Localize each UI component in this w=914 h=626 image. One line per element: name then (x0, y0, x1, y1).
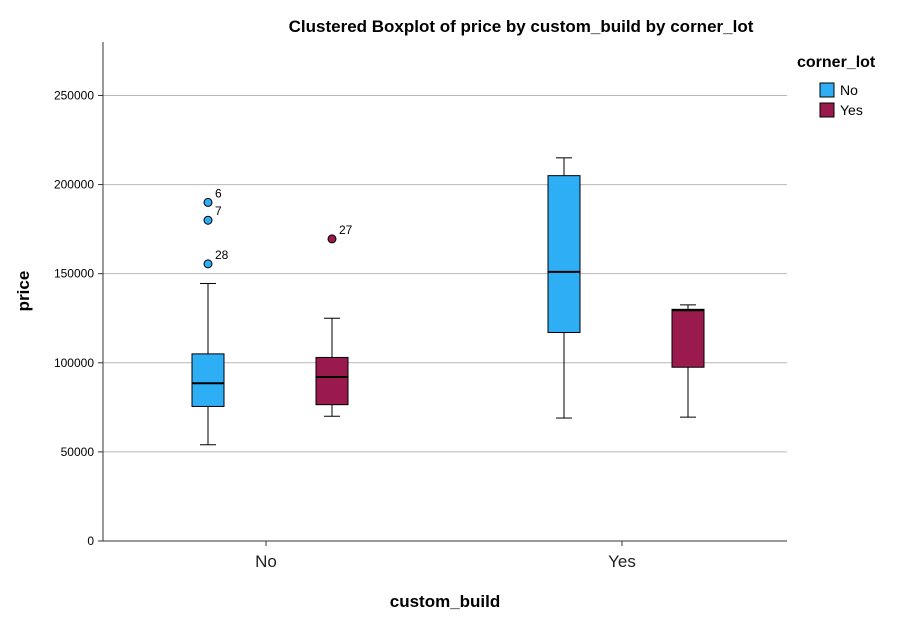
legend-label: Yes (840, 102, 863, 118)
boxes: 6 7 28 27 (191, 157, 705, 446)
box-yes-yes (671, 304, 705, 418)
x-axis-title: custom_build (390, 592, 501, 611)
legend-swatch (819, 82, 835, 98)
y-tick-label: 250000 (54, 88, 94, 102)
axes (102, 42, 787, 542)
outlier-point (203, 259, 213, 269)
x-tick-labels: No Yes (255, 541, 636, 571)
y-tick-label: 200000 (54, 178, 94, 192)
outlier-label: 6 (215, 186, 222, 200)
legend-items: No Yes (819, 82, 863, 118)
iqr-box (191, 353, 225, 407)
outlier-label: 7 (215, 204, 222, 218)
chart-title: Clustered Boxplot of price by custom_bui… (289, 17, 754, 36)
box-yes-no: 27 (315, 223, 353, 417)
legend-label: No (840, 82, 858, 98)
box-no-no: 6 7 28 (191, 186, 229, 446)
legend-swatch (819, 102, 835, 118)
y-tick-label: 100000 (54, 356, 94, 370)
x-tick-label: Yes (608, 552, 636, 571)
legend: corner_lot No Yes (797, 54, 876, 118)
outlier-point (203, 197, 213, 207)
outlier-point (203, 215, 213, 225)
x-tick-label: No (255, 552, 277, 571)
outlier-label: 28 (215, 248, 229, 262)
y-tick-labels: 0 50000 100000 150000 200000 250000 (54, 88, 103, 548)
y-tick-label: 50000 (61, 445, 95, 459)
legend-title: corner_lot (797, 54, 876, 71)
iqr-box (547, 175, 581, 333)
y-tick-label: 0 (87, 534, 94, 548)
y-axis-title: price (14, 271, 33, 312)
y-tick-label: 150000 (54, 267, 94, 281)
outlier-point (327, 234, 337, 244)
outlier-label: 27 (339, 223, 353, 237)
box-no-yes (547, 157, 581, 419)
iqr-box (315, 356, 349, 406)
iqr-box (671, 308, 705, 368)
